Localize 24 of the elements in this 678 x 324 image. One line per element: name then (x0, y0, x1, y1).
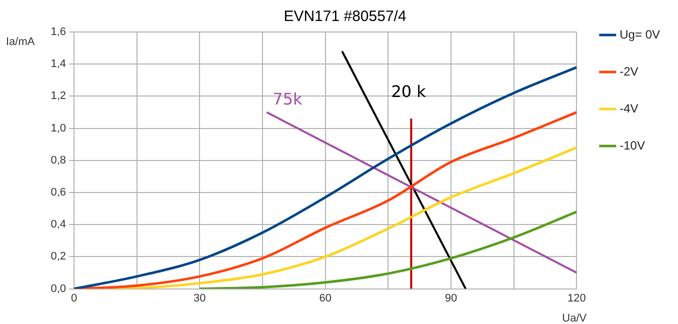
y-tick-label: 1,4 (50, 58, 66, 70)
y-tick-label: 0,4 (50, 218, 66, 231)
x-axis-title: Ua/V (562, 312, 588, 324)
y-tick-label: 0,8 (50, 154, 66, 166)
y-axis-title: Ia/mA (6, 36, 36, 48)
legend-label: -2V (620, 64, 638, 78)
x-tick-label: 120 (567, 292, 586, 304)
annotation: 75k (272, 89, 304, 108)
x-tick-label: 30 (194, 292, 206, 304)
line-series (198, 210, 577, 289)
y-tick-label: 0,2 (50, 250, 66, 263)
x-tick-label: 90 (444, 292, 458, 304)
y-tick-label: 0,6 (50, 186, 66, 199)
chart-title: EVN171 #80557/4 (284, 8, 406, 26)
legend-label: -4V (620, 101, 638, 116)
x-tick-label: 60 (319, 292, 332, 304)
y-tick-label: 1,0 (50, 122, 66, 134)
legend-label: -10V (620, 138, 645, 152)
y-tick-label: 0,0 (50, 282, 66, 295)
legend-label: Ug= 0V (620, 27, 660, 42)
annotation: 20 k (391, 82, 427, 101)
y-tick-label: 1,6 (50, 26, 66, 38)
x-tick-label: 0 (70, 292, 78, 304)
y-tick-label: 1,2 (50, 90, 66, 102)
